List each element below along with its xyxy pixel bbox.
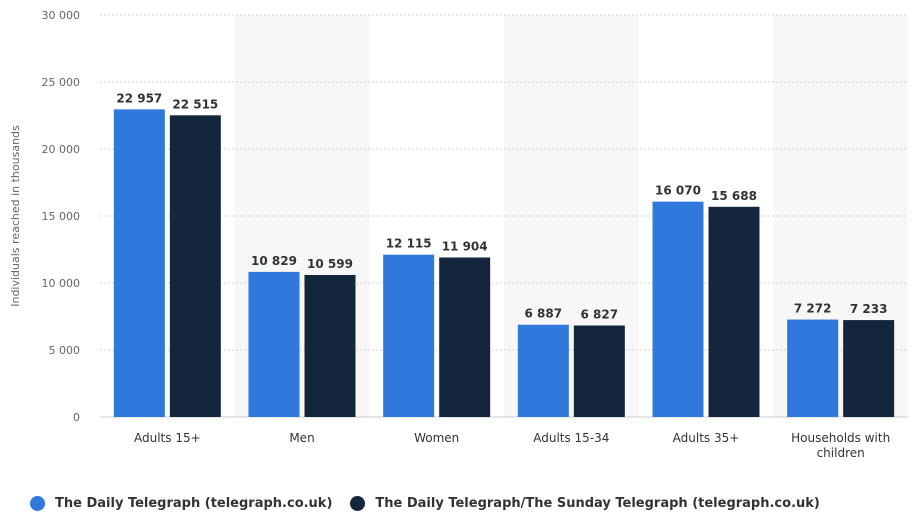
x-category-label: Adults 15-34 — [533, 431, 609, 445]
bars — [113, 109, 895, 418]
x-category-label: Women — [414, 431, 459, 445]
y-tick-label: 0 — [73, 411, 80, 424]
y-tick-label: 10 000 — [42, 277, 81, 290]
legend: The Daily Telegraph (telegraph.co.uk) Th… — [30, 496, 838, 511]
y-tick-label: 5 000 — [49, 344, 81, 357]
legend-swatch-series-2 — [350, 496, 366, 511]
data-label: 10 829 — [251, 254, 297, 268]
legend-label-series-1: The Daily Telegraph (telegraph.co.uk) — [55, 496, 333, 511]
y-tick-label: 25 000 — [42, 76, 81, 89]
gridlines — [100, 14, 908, 418]
data-label: 10 599 — [307, 257, 353, 271]
x-category-label: Adults 35+ — [673, 431, 740, 445]
bar[interactable] — [113, 109, 165, 418]
bar[interactable] — [573, 325, 625, 417]
bar-chart: 0 5 000 10 000 15 000 20 000 25 000 30 000 22 … — [9, 9, 908, 460]
data-label: 22 957 — [116, 91, 162, 105]
bar[interactable] — [652, 201, 704, 417]
data-label: 7 272 — [794, 302, 832, 316]
legend-item-series-2[interactable]: The Daily Telegraph/The Sunday Telegraph… — [350, 496, 820, 511]
bar[interactable] — [843, 320, 895, 417]
data-label: 22 515 — [172, 97, 218, 111]
legend-label-series-2: The Daily Telegraph/The Sunday Telegraph… — [375, 496, 820, 511]
bar[interactable] — [517, 324, 569, 417]
bar[interactable] — [248, 271, 300, 417]
bar[interactable] — [383, 254, 435, 417]
legend-swatch-series-1 — [30, 496, 45, 511]
y-axis-title: Individuals reached in thousands — [9, 125, 22, 307]
y-tick-label: 15 000 — [42, 210, 81, 223]
x-category-label: Adults 15+ — [134, 431, 201, 445]
data-label: 7 233 — [850, 302, 888, 316]
data-label: 15 688 — [711, 189, 757, 203]
y-tick-label: 30 000 — [42, 9, 81, 22]
data-label: 11 904 — [442, 239, 488, 253]
data-label: 6 827 — [581, 308, 619, 322]
x-category-label: children — [817, 446, 865, 460]
data-label: 6 887 — [525, 307, 563, 321]
legend-item-series-1[interactable]: The Daily Telegraph (telegraph.co.uk) — [30, 496, 332, 511]
x-axis-categories: Adults 15+ Men Women Adults 15-34 Adults 35+… — [134, 431, 890, 460]
y-axis-ticks: 0 5 000 10 000 15 000 20 000 25 000 30 000 — [42, 9, 81, 424]
bar[interactable] — [708, 206, 760, 417]
x-category-label: Households with — [791, 431, 890, 445]
bar[interactable] — [169, 115, 221, 417]
data-label: 16 070 — [655, 184, 701, 198]
data-label: 12 115 — [386, 237, 432, 251]
data-labels: 22 957 10 829 12 115 6 887 16 070 7 272 22 515… — [116, 91, 887, 321]
bar[interactable] — [439, 257, 491, 417]
x-category-label: Men — [289, 431, 314, 445]
bar[interactable] — [304, 274, 356, 417]
y-tick-label: 20 000 — [42, 143, 81, 156]
bar[interactable] — [787, 319, 839, 417]
